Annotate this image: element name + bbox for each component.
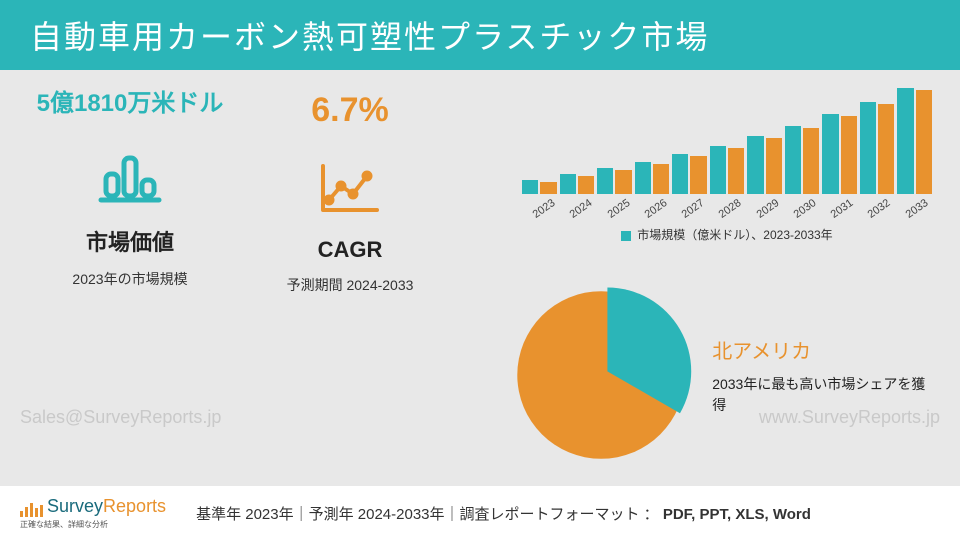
x-axis-label: 2024 [563,193,600,224]
metric-value: 5億1810万米ドル [30,90,230,119]
x-axis-label: 2032 [861,193,898,224]
bar-pair [860,102,895,194]
metric-cagr: 6.7% CAGR 予測期間 2024-2033 [270,90,430,295]
watermark-email: Sales@SurveyReports.jp [20,407,221,428]
bar-series-a [597,168,613,194]
x-axis-label: 2031 [823,193,860,224]
page-title-bar: 自動車用カーボン熱可塑性プラスチック市場 [0,0,960,70]
bar-series-b [878,104,894,194]
bar-series-b [916,90,932,194]
metric-sub: 予測期間 2024-2033 [270,275,430,295]
x-axis-label: 2029 [749,193,786,224]
metric-sub: 2023年の市場規模 [30,269,230,289]
bar-pair [822,114,857,194]
bar-series-b [540,182,556,194]
logo-tagline: 正確な結果、詳細な分析 [20,519,166,530]
x-axis-label: 2025 [600,193,637,224]
bar-series-b [803,128,819,194]
market-size-bar-chart: 2023202420252026202720282029203020312032… [522,84,932,244]
pie-region-title: 北アメリカ [712,335,930,364]
x-axis-label: 2027 [674,193,711,224]
region-pie-area: 北アメリカ 2033年に最も高い市場シェアを獲得 [510,280,930,470]
bar-pair [897,88,932,194]
footer-bar: SurveyReports 正確な結果、詳細な分析 基準年 2023年｜予測年 … [0,486,960,540]
metric-value: 6.7% [270,90,430,131]
legend-text: 市場規模（億米ドル）、2023-2033年 [637,228,832,242]
region-pie-chart [510,280,692,470]
footer-prefix: 基準年 2023年｜予測年 2024-2033年｜調査レポートフォーマット ： [196,506,663,523]
bar-series-b [766,138,782,194]
bar-series-b [578,176,594,194]
bar-series-a [672,154,688,194]
bar-series-a [785,126,801,194]
bar-series-b [690,156,706,194]
bar-pair [747,136,782,194]
bar-series-b [615,170,631,194]
x-axis-label: 2023 [525,193,562,224]
footer-meta: 基準年 2023年｜予測年 2024-2033年｜調査レポートフォーマット ： … [196,503,811,524]
pie-caption: 北アメリカ 2033年に最も高い市場シェアを獲得 [712,335,930,416]
bar-pair [522,180,557,194]
bar-series-a [747,136,763,194]
metric-market-value: 5億1810万米ドル 市場価値 2023年の市場規模 [30,90,230,289]
x-axis-label: 2033 [898,193,935,224]
content-area: 5億1810万米ドル 市場価値 2023年の市場規模 6.7% [0,70,960,490]
x-axis-label: 2030 [786,193,823,224]
bar-series-a [822,114,838,194]
line-chart-icon [270,153,430,223]
bar-series-b [653,164,669,194]
legend-swatch [621,231,631,241]
bar-series-a [860,102,876,194]
bar-chart-icon [30,141,230,211]
survey-reports-logo: SurveyReports 正確な結果、詳細な分析 [20,496,166,530]
bar-pair [672,154,707,194]
bar-series-a [522,180,538,194]
x-axis-label: 2028 [712,193,749,224]
bar-pair [635,162,670,194]
bar-pair [597,168,632,194]
metric-label: 市場価値 [30,225,230,257]
bar-series-a [710,146,726,194]
bar-pair [560,174,595,194]
bar-series-b [841,116,857,194]
footer-formats: PDF, PPT, XLS, Word [663,506,811,523]
logo-text: SurveyReports [47,496,166,517]
bar-series-b [728,148,744,194]
metric-label: CAGR [270,237,430,263]
page-title: 自動車用カーボン熱可塑性プラスチック市場 [30,19,709,55]
watermark-url: www.SurveyReports.jp [759,407,940,428]
bar-series-a [560,174,576,194]
bar-series-a [635,162,651,194]
logo-bars-icon [20,503,43,517]
bar-pair [785,126,820,194]
bar-pair [710,146,745,194]
bar-series-a [897,88,913,194]
x-axis-label: 2026 [637,193,674,224]
chart-legend: 市場規模（億米ドル）、2023-2033年 [522,226,932,243]
